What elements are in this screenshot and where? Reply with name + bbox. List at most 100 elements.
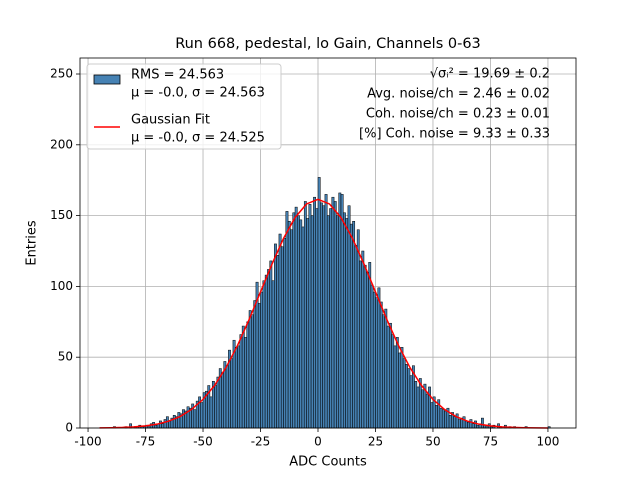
histogram-bar: [368, 262, 372, 429]
y-tick-label: 200: [50, 137, 73, 151]
histogram-bar: [372, 291, 376, 429]
histogram-bar: [379, 301, 383, 429]
histogram-bar: [317, 177, 321, 429]
histogram-bar: [444, 410, 448, 429]
histogram-bar: [393, 345, 397, 429]
histogram-bar: [234, 347, 238, 429]
legend-swatch: [93, 74, 121, 85]
histogram-bar: [331, 196, 335, 429]
annotation: √σᵢ² = 19.69 ± 0.2: [430, 67, 550, 82]
histogram-bar: [269, 260, 273, 429]
histogram-bar: [161, 423, 165, 429]
histogram-bar: [239, 334, 243, 429]
histogram-bar: [354, 245, 358, 429]
histogram-bar: [200, 402, 204, 429]
histogram-bar: [306, 218, 310, 429]
y-tick-label: 50: [58, 350, 73, 364]
histogram-bar: [262, 280, 266, 429]
y-tick-label: 150: [50, 208, 73, 222]
histogram-bar: [458, 419, 461, 429]
histogram-bar: [363, 264, 367, 429]
histogram-bar: [416, 386, 420, 429]
histogram-bar: [278, 233, 282, 429]
histogram-bar: [359, 260, 362, 429]
histogram-bar: [414, 381, 418, 429]
histogram-bar: [405, 364, 408, 429]
x-tick-label: -75: [136, 435, 156, 449]
histogram-bar: [439, 407, 443, 429]
y-tick-label: 250: [50, 67, 73, 81]
histogram-bar: [172, 415, 176, 429]
annotation: [%] Coh. noise = 9.33 ± 0.33: [359, 127, 550, 142]
histogram-bar: [347, 205, 351, 429]
histogram-bar: [287, 221, 291, 429]
histogram-bar: [186, 406, 190, 429]
y-axis-label: Entries: [25, 220, 40, 266]
histogram-bar: [324, 194, 328, 429]
annotation: Coh. noise/ch = 0.23 ± 0.01: [366, 107, 550, 122]
histogram-bar: [294, 206, 298, 429]
histogram-bar: [370, 284, 374, 429]
histogram-bar: [336, 215, 339, 429]
histogram-bar: [276, 254, 280, 429]
histogram-bar: [241, 325, 245, 429]
histogram-bar: [338, 192, 342, 429]
histogram-bar: [214, 385, 218, 429]
legend-detail: μ = -0.0, σ = 24.563: [131, 86, 265, 101]
histogram-bar: [310, 215, 314, 429]
histogram-bar: [280, 246, 284, 429]
histogram-bar: [467, 422, 471, 429]
histogram-bar: [407, 368, 411, 429]
x-tick-label: -50: [193, 435, 213, 449]
histogram-bar: [264, 274, 268, 429]
histogram-bar: [260, 291, 264, 429]
histogram-bar: [391, 334, 395, 429]
histogram-bar: [441, 409, 445, 429]
histogram-bar: [299, 219, 303, 429]
histogram-bar: [386, 325, 390, 429]
x-tick-label: -25: [251, 435, 271, 449]
histogram-bar: [352, 221, 356, 429]
histogram-bar: [425, 393, 429, 429]
histogram-bar: [244, 337, 247, 429]
histogram-bar: [356, 229, 360, 429]
x-tick-label: 75: [483, 435, 498, 449]
histogram-bar: [159, 420, 162, 429]
histogram-bar: [221, 372, 224, 429]
histogram-bar: [182, 409, 185, 429]
histogram-bar: [326, 215, 330, 429]
histogram-bar: [462, 416, 466, 429]
histogram-bar: [320, 202, 323, 429]
histogram-bar: [209, 396, 213, 429]
histogram-bar: [230, 358, 234, 429]
y-tick-label: 100: [50, 279, 73, 293]
histogram-bar: [285, 211, 289, 429]
histogram-bar: [322, 205, 326, 429]
histogram-bar: [251, 314, 254, 429]
histogram-bar: [274, 243, 277, 429]
histogram-bar: [402, 358, 406, 429]
histogram-bar: [292, 212, 296, 429]
histogram-bar: [366, 271, 369, 429]
histogram-bar: [430, 402, 434, 429]
histogram-bar: [301, 226, 305, 429]
annotation: Avg. noise/ch = 2.46 ± 0.02: [367, 87, 550, 102]
histogram-bar: [297, 215, 300, 429]
histogram-bar: [253, 300, 257, 429]
histogram-bar: [225, 365, 229, 429]
histogram-bar: [361, 250, 365, 429]
histogram-bar: [333, 201, 337, 429]
histogram-bar: [435, 405, 438, 429]
histogram-bar: [453, 416, 457, 429]
legend-label: Gaussian Fit: [131, 113, 210, 128]
fit-line: [99, 198, 548, 429]
histogram-bar: [237, 345, 241, 429]
histogram-bar: [154, 424, 158, 429]
legend-box: [86, 63, 282, 150]
histogram-bar: [313, 196, 316, 429]
histogram-bar: [476, 424, 480, 429]
histogram-bar: [193, 409, 197, 429]
x-tick-label: 25: [368, 435, 383, 449]
histogram-bar: [464, 420, 468, 429]
